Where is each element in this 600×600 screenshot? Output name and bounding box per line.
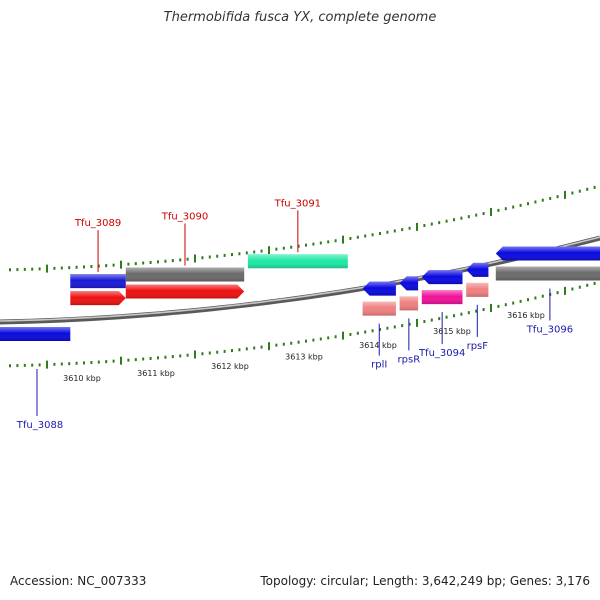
scale-labels: 3610 kbp 3611 kbp 3612 kbp 3613 kbp 3614 kbp… — [63, 311, 545, 383]
gene-bar-shine — [247, 254, 348, 269]
gene-label: rpsR — [398, 354, 421, 365]
gene-label: Tfu_3094 — [418, 348, 465, 359]
gene-bar-shine — [466, 282, 489, 297]
feature-track — [70, 254, 600, 316]
scale-label: 3610 kbp — [63, 374, 101, 383]
gene-bar-shine — [70, 274, 126, 289]
scale-label: 3612 kbp — [211, 362, 249, 371]
gene-bar-shine — [421, 290, 463, 305]
gene-bar-shine — [125, 267, 245, 282]
cds-arrow-shine — [495, 246, 600, 261]
cds-arrow-shine — [0, 327, 71, 341]
genome-summary-text: Topology: circular; Length: 3,642,249 bp… — [260, 574, 590, 588]
map-title: Thermobifida fusca YX, complete genome — [163, 10, 437, 25]
scale-label: 3613 kbp — [285, 352, 323, 361]
outer-tick-ring — [9, 185, 596, 273]
gene-labels: Tfu_3088 Tfu_3089 Tfu_3090 Tfu_3091 rplI rpsR… — [16, 198, 573, 431]
genome-map: Tfu_3088 Tfu_3089 Tfu_3090 Tfu_3091 rplI rpsR… — [0, 185, 600, 431]
gene-bar-shine — [495, 266, 600, 281]
gene-label: Tfu_3091 — [274, 198, 321, 209]
gene-label: Tfu_3096 — [526, 325, 573, 336]
cds-track — [0, 246, 600, 341]
inner-tick-ring — [9, 281, 596, 369]
cds-arrow-shine — [362, 281, 396, 296]
gene-label: Tfu_3088 — [16, 420, 63, 431]
cds-arrow-shine — [125, 284, 245, 299]
genome-backbone — [0, 235, 600, 325]
backbone-highlight — [0, 236, 600, 322]
cds-arrow-shine — [421, 270, 463, 285]
backbone-line — [0, 235, 600, 325]
scale-label: 3615 kbp — [433, 327, 471, 336]
gene-label: Tfu_3090 — [161, 211, 208, 222]
scale-label: 3611 kbp — [137, 369, 175, 378]
accession-text: Accession: NC_007333 — [10, 574, 147, 588]
cds-arrow-shine — [70, 291, 126, 306]
cds-arrow-shine — [466, 262, 489, 277]
cds-arrow-shine — [399, 276, 419, 291]
gene-bar-shine — [399, 296, 419, 311]
gene-label: rplI — [371, 360, 387, 371]
gene-label: Tfu_3089 — [74, 218, 121, 229]
gene-label: rpsF — [467, 341, 489, 352]
scale-label: 3614 kbp — [359, 341, 397, 350]
scale-label: 3616 kbp — [507, 311, 545, 320]
gene-bar-shine — [362, 301, 396, 316]
